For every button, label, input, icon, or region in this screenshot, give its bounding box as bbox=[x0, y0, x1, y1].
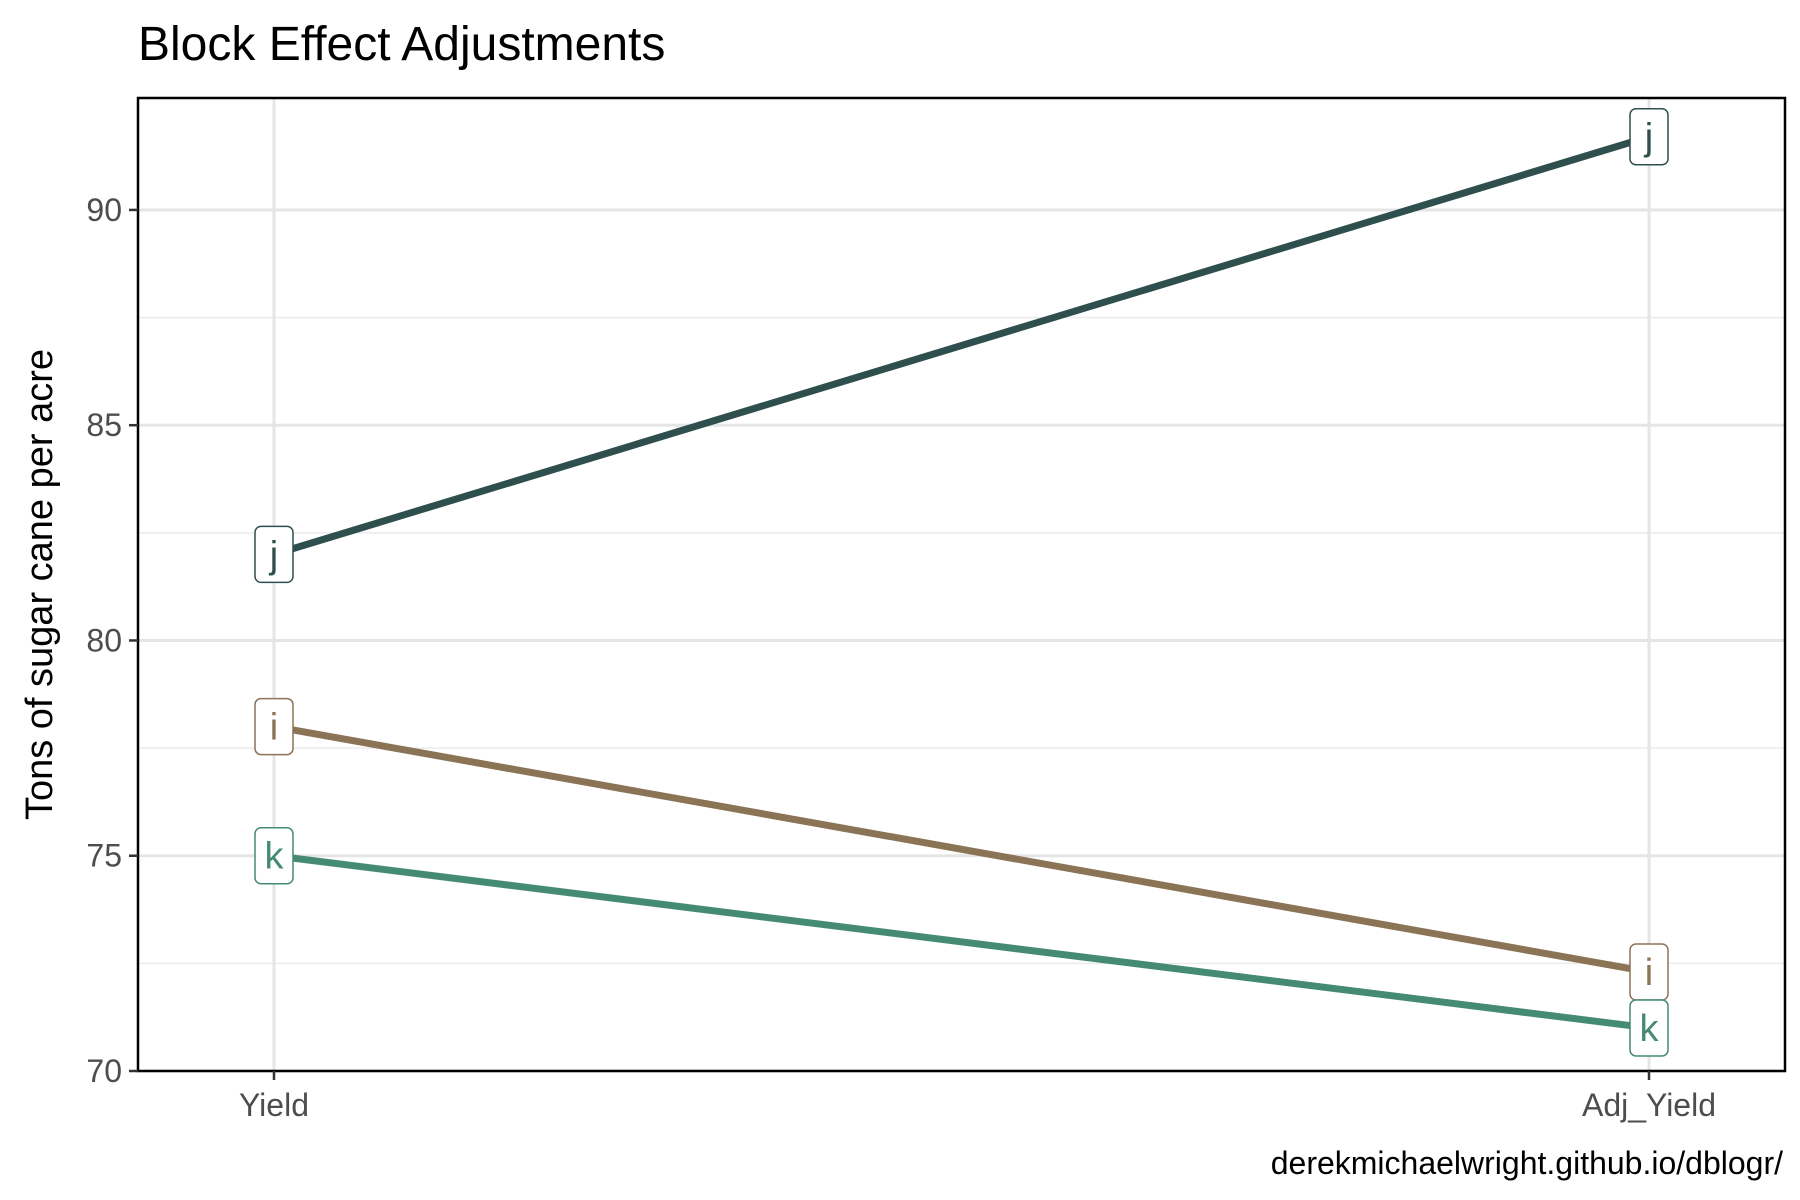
point-label-box bbox=[254, 697, 294, 756]
y-tick-label: 80 bbox=[86, 622, 122, 658]
grid-major bbox=[138, 98, 1785, 1073]
point-label-j: j bbox=[1629, 107, 1669, 166]
point-label-text: j bbox=[269, 534, 278, 576]
x-tick-label: Yield bbox=[239, 1087, 309, 1123]
point-label-box bbox=[1629, 999, 1669, 1057]
panel-border bbox=[136, 96, 1787, 1073]
chart-title: Block Effect Adjustments bbox=[138, 18, 665, 71]
y-axis-ticks: 70 75 80 85 90 bbox=[86, 192, 138, 1089]
point-label-text: k bbox=[1640, 1008, 1660, 1050]
series-line-i bbox=[273, 723, 1650, 976]
point-label-box bbox=[254, 826, 294, 885]
point-label-j: j bbox=[254, 525, 294, 584]
y-tick-label: 85 bbox=[86, 407, 122, 443]
point-label-box bbox=[254, 525, 294, 584]
point-label-i: i bbox=[1629, 943, 1669, 1001]
point-label-k: k bbox=[254, 826, 294, 885]
point-label-i: i bbox=[254, 697, 294, 756]
point-label-text: i bbox=[1645, 952, 1653, 994]
series-line-j bbox=[272, 133, 1651, 558]
point-label-text: i bbox=[270, 707, 278, 749]
y-tick-label: 75 bbox=[86, 838, 122, 874]
chart-caption: derekmichaelwright.github.io/dblogr/ bbox=[1271, 1145, 1783, 1181]
x-axis-ticks: Yield Adj_Yield bbox=[239, 1071, 1716, 1123]
series-line-k bbox=[273, 852, 1650, 1032]
point-label-text: k bbox=[265, 836, 285, 878]
y-axis-title: Tons of sugar cane per acre bbox=[19, 349, 61, 820]
series-lines bbox=[272, 133, 1651, 1032]
y-tick-label: 70 bbox=[86, 1053, 122, 1089]
point-label-box bbox=[1629, 107, 1669, 166]
point-label-text: j bbox=[1644, 117, 1653, 159]
point-label-k: k bbox=[1629, 999, 1669, 1057]
x-tick-label: Adj_Yield bbox=[1582, 1087, 1716, 1123]
y-tick-label: 90 bbox=[86, 192, 122, 228]
